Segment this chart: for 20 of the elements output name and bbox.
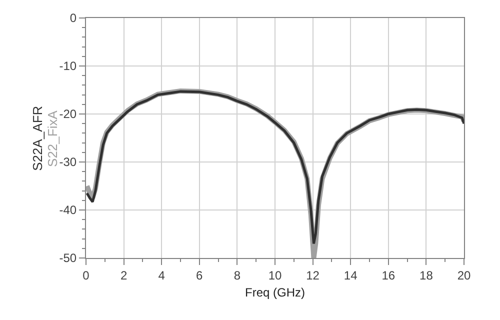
y-tick-label: -20 (59, 107, 77, 122)
x-tick-label: 2 (120, 268, 128, 282)
y-tick-label: -30 (59, 155, 77, 170)
x-tick-label: 14 (344, 268, 358, 282)
x-tick-label: 0 (82, 268, 90, 282)
x-tick-label: 16 (382, 268, 396, 282)
y-tick-label: -10 (59, 59, 77, 74)
x-tick-label: 12 (306, 268, 320, 282)
x-axis-title: Freq (GHz) (245, 285, 306, 300)
text: S22A_AFR (30, 106, 45, 171)
y-tick-label: -40 (59, 203, 77, 218)
x-tick-label: 4 (158, 268, 166, 282)
x-tick-label: 8 (234, 268, 241, 282)
x-tick-label: 20 (457, 268, 471, 282)
y-tick-label: 0 (70, 11, 77, 26)
y-tick-label: -50 (59, 251, 77, 266)
text: S22_FixA (44, 110, 60, 167)
x-tick-label: 10 (268, 268, 282, 282)
x-tick-label: 18 (420, 268, 434, 282)
x-tick-label: 6 (196, 268, 204, 282)
